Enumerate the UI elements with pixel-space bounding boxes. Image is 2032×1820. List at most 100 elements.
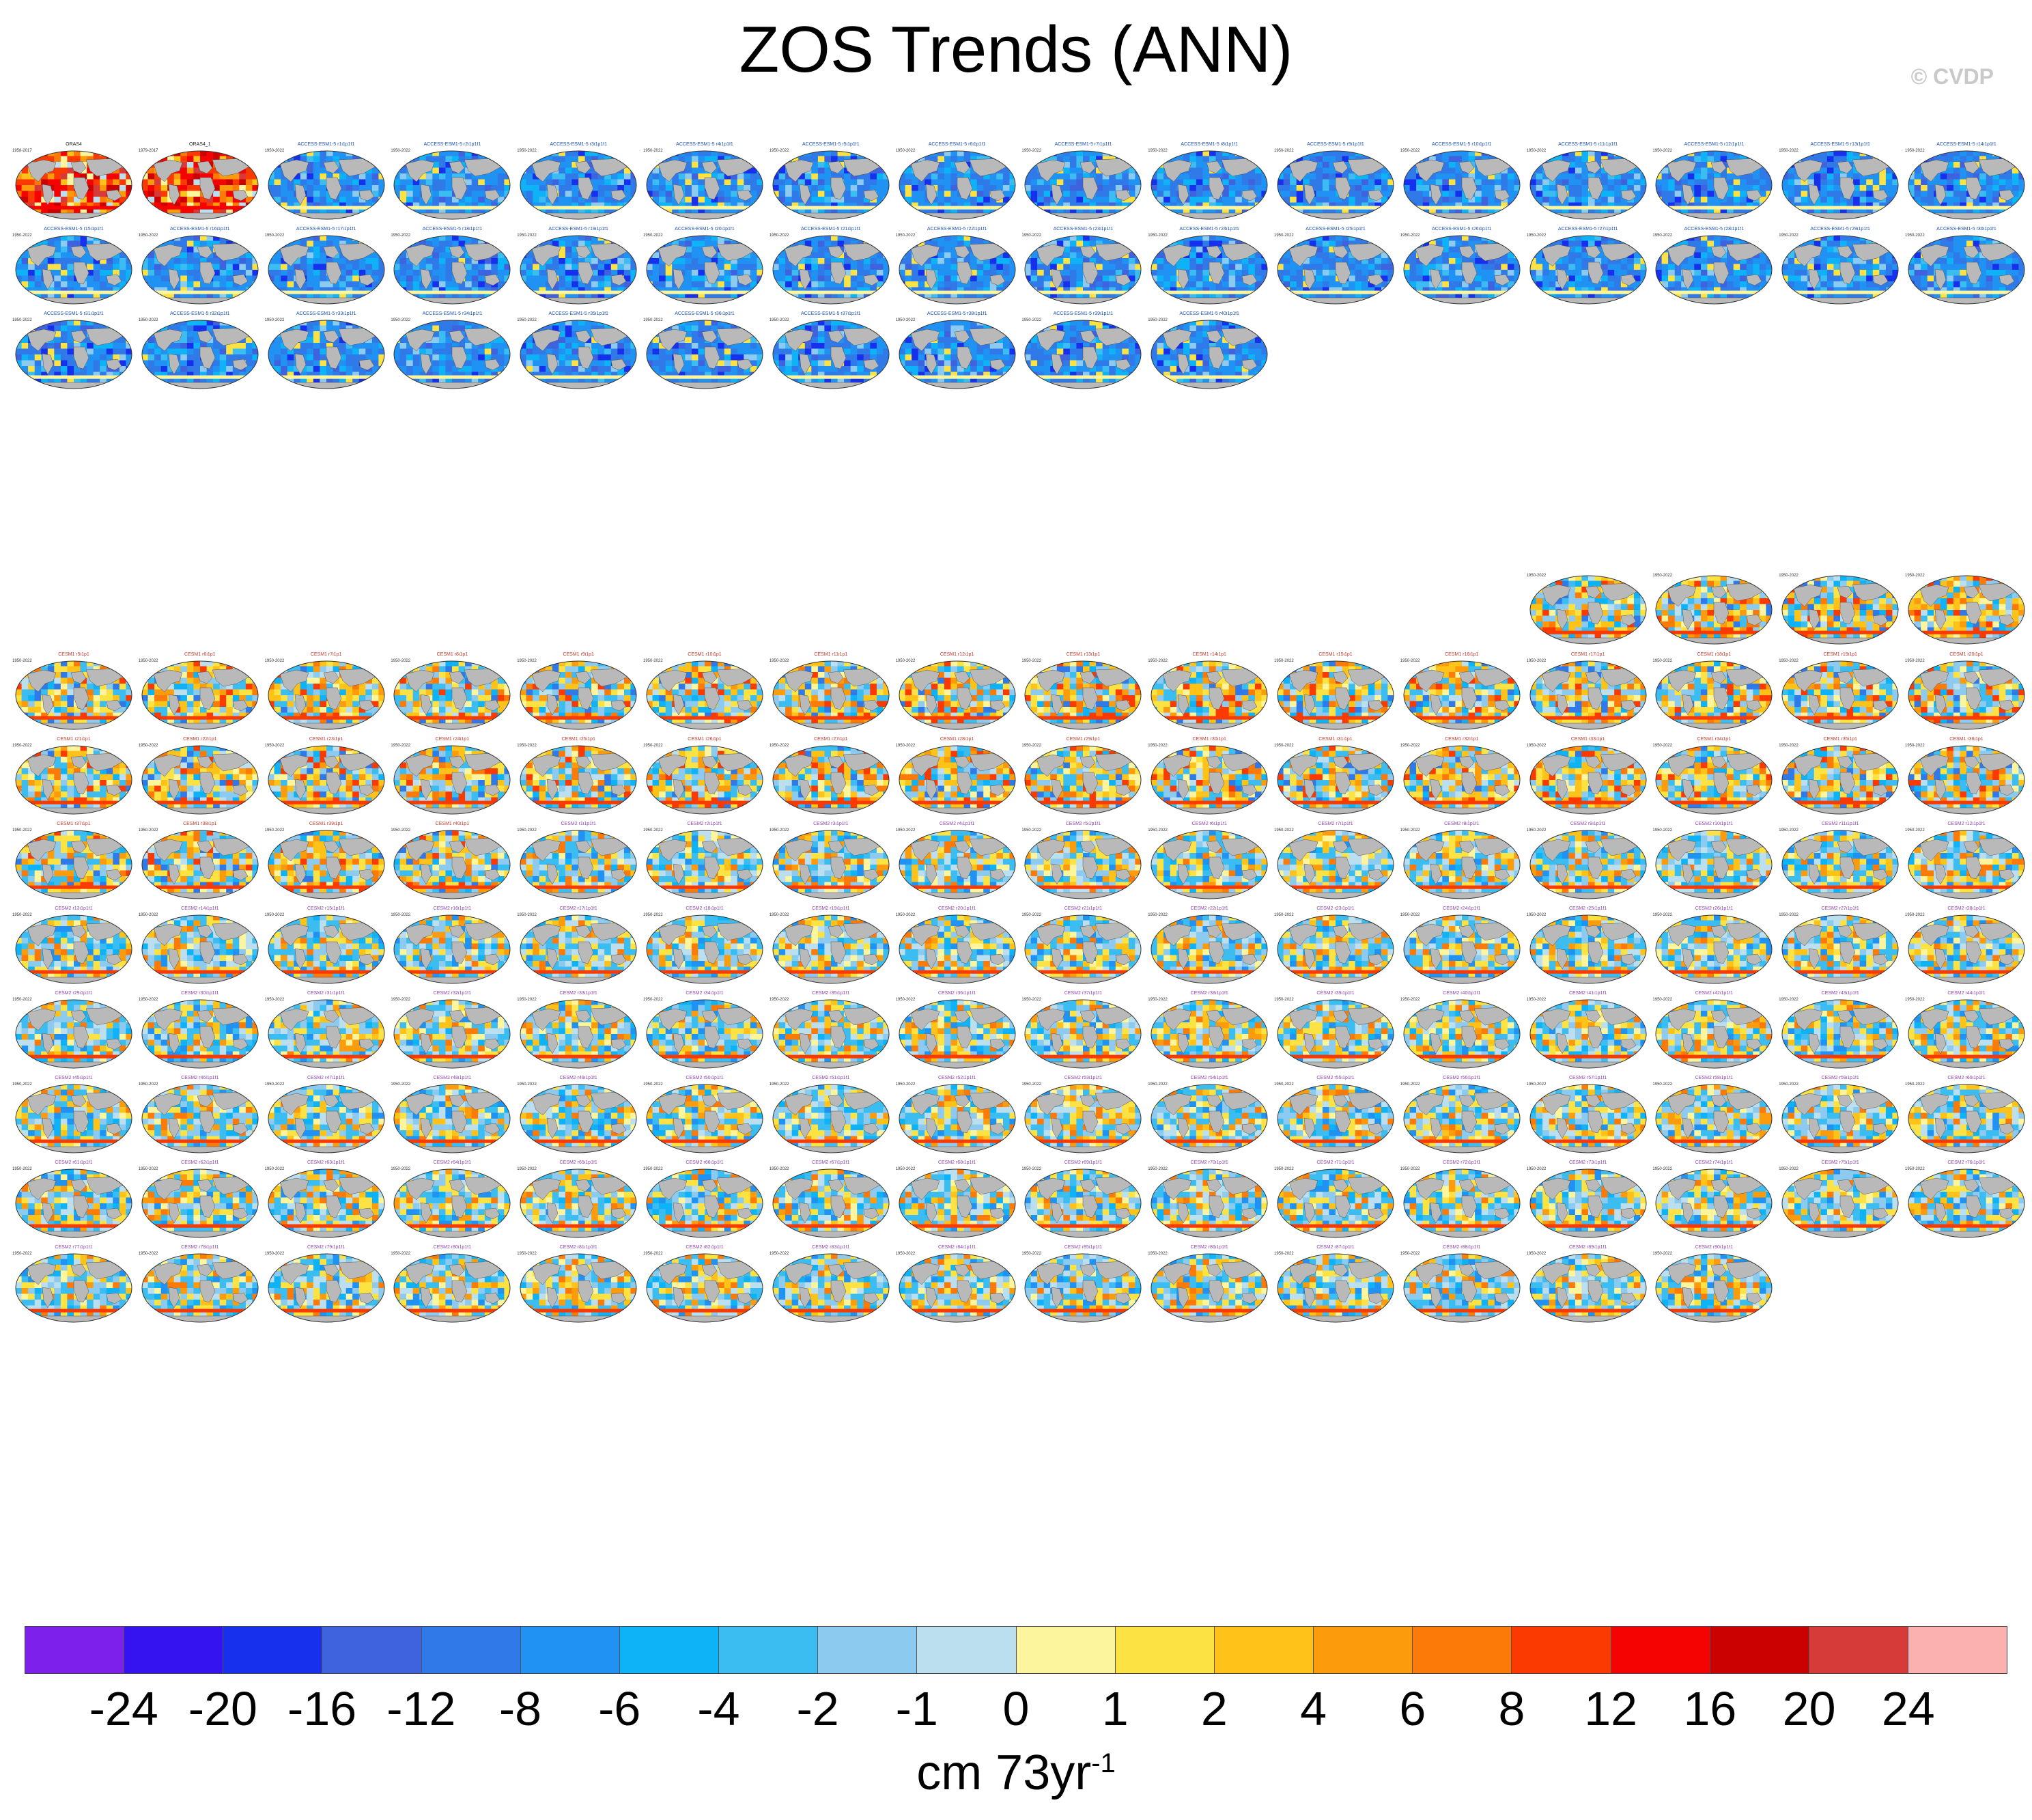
colorbar-tick-label: 16 <box>1683 1681 1736 1736</box>
panel-title: ACCESS-ESM1-5 r6i1p1f1 <box>894 142 1020 147</box>
trend-map <box>646 745 763 815</box>
panel-years: 1950-2022 <box>1148 828 1168 832</box>
panel-years: 1950-2022 <box>770 744 789 748</box>
trend-map <box>772 150 890 220</box>
trend-map <box>646 1084 763 1153</box>
map-panel: CESM2 r7i1p1f1 1950-2022 <box>1273 822 1398 902</box>
colorbar-swatch <box>818 1627 918 1673</box>
panel-title: CESM2 r17i1p1f1 <box>516 906 641 911</box>
colorbar-tick-label: -12 <box>386 1681 455 1736</box>
panel-years: 1950-2022 <box>265 318 285 322</box>
panel-years: 1950-2022 <box>12 828 32 832</box>
panel-title: ACCESS-ESM1-5 r5i1p1f1 <box>768 142 894 147</box>
map-panel: CESM2 r74i1p1f1 1950-2022 <box>1651 1160 1777 1241</box>
map-panel: ACCESS-ESM1-5 r36i1p1f1 1950-2022 <box>642 311 767 392</box>
panel-title: CESM1 r6i1p1 <box>137 652 263 657</box>
panel-title: ACCESS-ESM1-5 r35i1p1f1 <box>516 311 641 316</box>
panel-title: CESM2 r15i1p1f1 <box>264 906 389 911</box>
map-panel: ACCESS-ESM1-5 r40i1p1f1 1950-2022 <box>1146 311 1272 392</box>
trend-map <box>520 660 637 730</box>
map-panel: ACCESS-ESM1-5 r30i1p1f1 1950-2022 <box>1904 227 2029 307</box>
colorbar-tick-label: 1 <box>1102 1681 1129 1736</box>
map-panel: ACCESS-ESM1-5 r32i1p1f1 1950-2022 <box>137 311 263 392</box>
panel-years: 1950-2022 <box>265 998 285 1002</box>
map-panel: CESM2 r72i1p1f1 1950-2022 <box>1399 1160 1525 1241</box>
trend-map <box>772 745 890 815</box>
panel-years: 1950-2022 <box>265 1082 285 1087</box>
panel-title: CESM1 r35i1p1 <box>1777 737 1903 742</box>
panel-title: CESM2 r19i1p1f1 <box>768 906 894 911</box>
map-panel: CESM2 r53i1p1f1 1950-2022 <box>1020 1076 1146 1156</box>
map-panel: CESM2 r76i1p1f1 1950-2022 <box>1904 1160 2029 1241</box>
panel-title: CESM2 r20i1p1f1 <box>894 906 1020 911</box>
map-panel: ACCESS-ESM1-5 r22i1p1f1 1950-2022 <box>894 227 1020 307</box>
panel-years: 1950-2022 <box>12 234 32 238</box>
map-panel: CESM2 r69i1p1f1 1950-2022 <box>1020 1160 1146 1241</box>
map-panel: ACCESS-ESM1-5 r31i1p1f1 1950-2022 <box>11 311 137 392</box>
trend-map <box>1151 1084 1268 1153</box>
panel-years: 1950-2022 <box>265 913 285 917</box>
trend-map <box>1151 830 1268 899</box>
map-panel: CESM1 r10i1p1 1950-2022 <box>642 652 767 733</box>
panel-title: CESM2 r25i1p1f1 <box>1525 906 1651 911</box>
panel-years: 1950-2022 <box>517 318 537 322</box>
panel-title: CESM1 r22i1p1 <box>137 737 263 742</box>
panel-title: ACCESS-ESM1-5 r11i1p1f1 <box>1525 142 1651 147</box>
panel-title: CESM2 r4i1p1f1 <box>894 822 1020 826</box>
trend-map <box>1655 660 1773 730</box>
panel-title: CESM2 r14i1p1f1 <box>137 906 263 911</box>
trend-map <box>268 914 385 984</box>
map-panel: CESM2 r2i1p1f1 1950-2022 <box>642 822 767 902</box>
panel-title: CESM2 r3i1p1f1 <box>768 822 894 826</box>
map-panel: ACCESS-ESM1-5 r23i1p1f1 1950-2022 <box>1020 227 1146 307</box>
panel-title: CESM2 r67i1p1f1 <box>768 1160 894 1165</box>
map-panel: CESM2 r51i1p1f1 1950-2022 <box>768 1076 894 1156</box>
trend-map <box>1781 1084 1899 1153</box>
map-panel: CESM2 r41i1p1f1 1950-2022 <box>1525 991 1651 1072</box>
trend-map <box>1277 830 1394 899</box>
colorbar-swatch <box>1314 1627 1413 1673</box>
panel-title: CESM1 r5i1p1 <box>11 652 137 657</box>
panel-years: 1950-2022 <box>1527 913 1547 917</box>
trend-map <box>899 914 1016 984</box>
panel-title: CESM2 r39i1p1f1 <box>1273 991 1398 996</box>
panel-title: CESM2 r36i1p1f1 <box>894 991 1020 996</box>
trend-map <box>772 1084 890 1153</box>
panel-title: ACCESS-ESM1-5 r34i1p1f1 <box>389 311 515 316</box>
panel-title: ACCESS-ESM1-5 r37i1p1f1 <box>768 311 894 316</box>
trend-map <box>393 745 511 815</box>
trend-map <box>1277 235 1394 305</box>
trend-map <box>1908 235 2025 305</box>
trend-map <box>268 1253 385 1323</box>
panel-title: CESM2 r30i1p1f1 <box>137 991 263 996</box>
map-panel: CESM1 r9i1p1 1950-2022 <box>516 652 641 733</box>
map-panel: CESM1 r23i1p1 1950-2022 <box>264 737 389 817</box>
panel-years: 1950-2022 <box>1400 234 1420 238</box>
panel-title: CESM1 r36i1p1 <box>1904 737 2029 742</box>
panel-title: CESM2 r70i1p1f1 <box>1146 1160 1272 1165</box>
panel-years: 1950-2022 <box>1148 234 1168 238</box>
map-panel: CESM2 r33i1p1f1 1950-2022 <box>516 991 641 1072</box>
map-panel: CESM2 r27i1p1f1 1950-2022 <box>1777 906 1903 987</box>
panel-years: 1950-2022 <box>1527 659 1547 663</box>
panel-years: 1950-2022 <box>643 234 663 238</box>
map-panel: CESM2 r13i1p1f1 1950-2022 <box>11 906 137 987</box>
colorbar-swatch <box>25 1627 125 1673</box>
panel-years: 1950-2022 <box>265 1252 285 1256</box>
panel-title: CESM1 r11i1p1 <box>768 652 894 657</box>
panel-years: 1950-2022 <box>517 659 537 663</box>
panel-years: 1950-2022 <box>770 1082 789 1087</box>
panel-years: 1950-2022 <box>391 913 410 917</box>
trend-map <box>1277 1253 1394 1323</box>
panel-title: CESM2 r47i1p1f1 <box>264 1076 389 1080</box>
trend-map <box>1403 1253 1521 1323</box>
map-panel: ACCESS-ESM1-5 r17i1p1f1 1950-2022 <box>264 227 389 307</box>
colorbar-tick-label: 8 <box>1499 1681 1525 1736</box>
trend-map <box>899 235 1016 305</box>
map-panel: CESM2 r67i1p1f1 1950-2022 <box>768 1160 894 1241</box>
map-panel: CESM2 r26i1p1f1 1950-2022 <box>1651 906 1777 987</box>
panel-title: CESM1 r29i1p1 <box>1020 737 1146 742</box>
trend-map <box>268 660 385 730</box>
panel-years: 1950-2022 <box>770 659 789 663</box>
panel-title: CESM2 r45i1p1f1 <box>11 1076 137 1080</box>
